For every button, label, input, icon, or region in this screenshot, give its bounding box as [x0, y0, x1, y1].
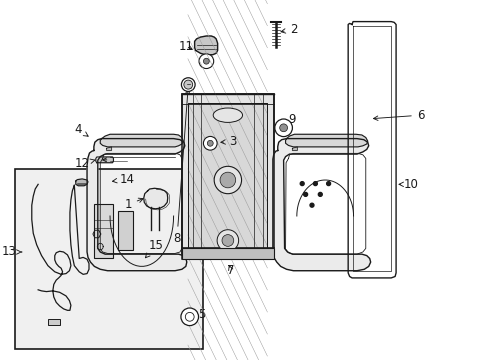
Text: 9: 9 [284, 113, 296, 126]
Circle shape [203, 136, 217, 150]
Ellipse shape [213, 108, 242, 122]
Text: 14: 14 [112, 173, 134, 186]
Text: 11: 11 [178, 40, 193, 53]
Circle shape [220, 172, 235, 188]
Polygon shape [87, 139, 186, 271]
Circle shape [303, 193, 307, 196]
Text: 3: 3 [221, 135, 236, 148]
Text: 1: 1 [124, 198, 143, 211]
Text: 4: 4 [74, 123, 88, 136]
Bar [15, 169, 203, 349]
Circle shape [199, 54, 213, 68]
Ellipse shape [181, 78, 195, 91]
Circle shape [207, 140, 213, 146]
Circle shape [300, 182, 304, 185]
Polygon shape [106, 147, 111, 150]
Text: 15: 15 [145, 239, 163, 258]
Text: 5: 5 [192, 309, 205, 321]
Text: 10: 10 [398, 178, 417, 191]
Polygon shape [143, 188, 167, 209]
Bar [182, 94, 273, 259]
Circle shape [214, 166, 241, 194]
Polygon shape [96, 157, 113, 163]
Circle shape [185, 312, 194, 321]
Circle shape [313, 182, 317, 185]
Circle shape [181, 308, 198, 325]
Circle shape [217, 230, 238, 251]
Circle shape [203, 58, 209, 64]
Polygon shape [194, 36, 217, 55]
Bar [182, 248, 273, 259]
Bar [118, 211, 133, 250]
Bar [182, 94, 273, 259]
Circle shape [318, 193, 322, 196]
Text: 7: 7 [226, 264, 234, 276]
Polygon shape [285, 134, 367, 147]
Text: 13: 13 [1, 246, 22, 258]
Circle shape [274, 119, 292, 136]
Polygon shape [76, 179, 88, 186]
Text: 6: 6 [373, 109, 424, 122]
Text: 2: 2 [281, 23, 297, 36]
Bar [48, 319, 60, 325]
Text: 12: 12 [75, 157, 95, 170]
Circle shape [326, 182, 330, 185]
Bar [187, 103, 267, 248]
Polygon shape [100, 134, 183, 147]
Circle shape [222, 235, 233, 246]
Polygon shape [272, 139, 370, 271]
Text: 8: 8 [173, 89, 189, 245]
Ellipse shape [183, 80, 192, 89]
Circle shape [279, 124, 287, 132]
Bar [187, 103, 267, 248]
Polygon shape [347, 22, 395, 278]
Polygon shape [292, 147, 297, 150]
Bar [94, 204, 113, 258]
Circle shape [309, 203, 313, 207]
